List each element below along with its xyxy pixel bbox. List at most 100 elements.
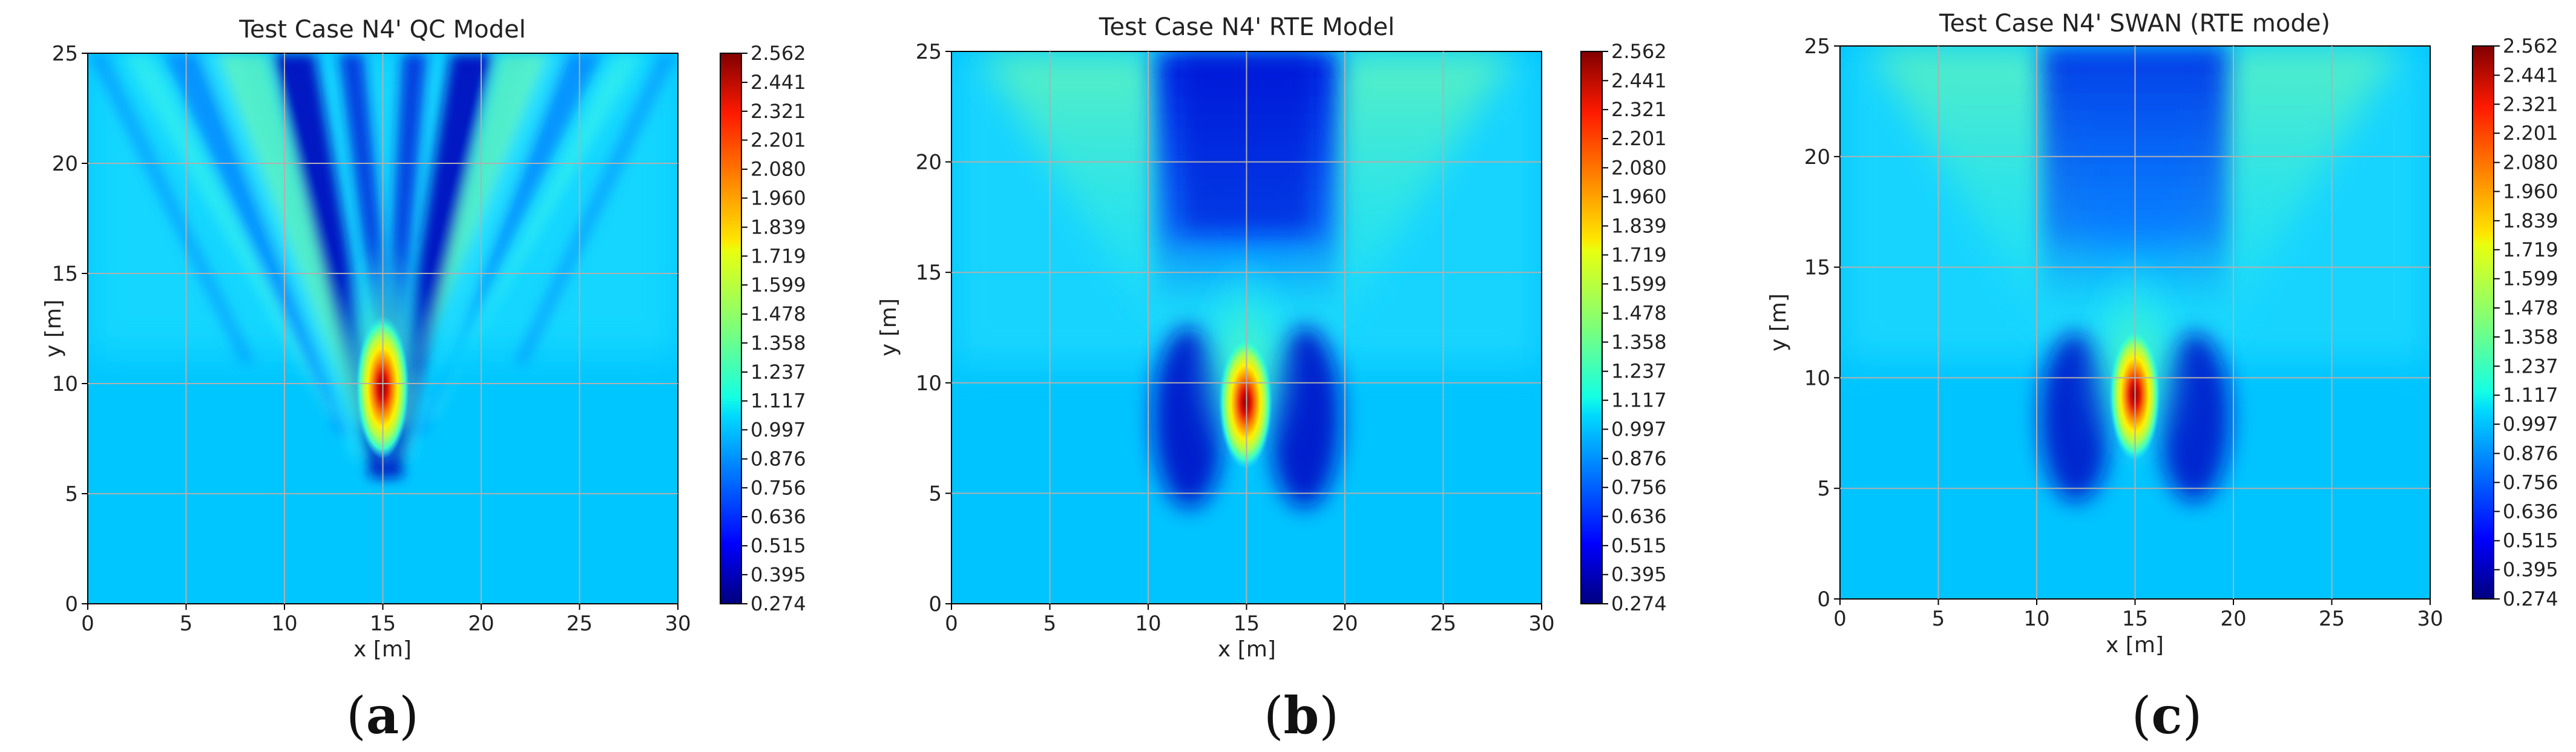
colorbar-tick-label: 0.395: [2503, 558, 2558, 581]
colorbar-tick-label: 1.117: [751, 390, 806, 413]
x-tick-label: 5: [180, 612, 193, 636]
colorbar-tick-label: 0.515: [1611, 534, 1667, 557]
grid: [88, 53, 678, 604]
colorbar-tick-label: 0.515: [751, 534, 806, 557]
colorbar-tick-label: 0.756: [1611, 476, 1667, 499]
colorbar-ticks: 2.562 2.441 2.321 2.201 2.080 1.960 1.839 1.719…: [1602, 40, 1667, 615]
colorbar-tick-label: 1.719: [751, 244, 806, 267]
colorbar-tick-label: 0.997: [751, 418, 806, 441]
colorbar-tick-label: 1.599: [751, 273, 806, 296]
y-tick-label: 10: [1804, 366, 1830, 390]
colorbar-tick-label: 2.201: [751, 129, 806, 152]
y-tick-label: 20: [52, 152, 78, 176]
colorbar-tick-label: 1.599: [2503, 267, 2558, 290]
y-tick-label: 5: [928, 482, 942, 506]
colorbar-ticks: 2.562 2.441 2.321 2.201 2.080 1.960 1.839 1.719…: [2494, 34, 2558, 610]
colorbar-tick-label: 1.839: [2503, 209, 2558, 232]
y-tick-label: 5: [65, 482, 78, 506]
colorbar-tick-label: 1.839: [751, 216, 806, 239]
colorbar-tick-label: 1.358: [751, 332, 806, 355]
x-tick-label: 20: [1332, 612, 1358, 636]
colorbar-tick-label: 0.274: [751, 592, 806, 615]
panel-caption: (c): [2132, 685, 2203, 745]
colorbar-tick-label: 2.080: [2503, 151, 2558, 174]
x-ticks: 0 5 10 15 20 25 30: [1833, 599, 2443, 631]
y-tick-label: 15: [1804, 256, 1830, 280]
grid: [951, 51, 1542, 604]
x-axis-label: x [m]: [353, 637, 412, 662]
chart-title: Test Case N4' RTE Model: [1099, 13, 1395, 41]
colorbar-tick-label: 1.358: [1611, 330, 1667, 353]
x-ticks: 0 5 10 15 20 25 30: [945, 604, 1555, 636]
colorbar-tick-label: 0.876: [751, 448, 806, 471]
y-tick-label: 15: [52, 262, 78, 286]
colorbar-tick-label: 0.274: [2503, 587, 2558, 610]
colorbar-tick-label: 1.599: [1611, 272, 1667, 295]
colorbar-tick-label: 0.756: [2503, 471, 2558, 494]
y-tick-label: 20: [1804, 145, 1830, 169]
x-tick-label: 0: [81, 612, 94, 636]
y-ticks: 0 5 10 15 20 25: [52, 42, 88, 616]
colorbar: [1580, 51, 1603, 604]
colorbar-tick-label: 1.237: [751, 361, 806, 384]
x-tick-label: 15: [370, 612, 396, 636]
x-axis-label: x [m]: [1218, 637, 1276, 662]
x-axis-label: x [m]: [2106, 633, 2164, 658]
y-ticks: 0 5 10 15 20 25: [916, 40, 951, 616]
colorbar-tick-label: 2.441: [2503, 64, 2558, 87]
colorbar-tick-label: 2.321: [751, 100, 806, 123]
colorbar: [720, 53, 742, 604]
x-tick-label: 25: [1430, 612, 1456, 636]
y-tick-label: 0: [65, 592, 78, 616]
x-ticks: 0 5 10 15 20 25 30: [81, 604, 691, 636]
x-tick-label: 25: [567, 612, 593, 636]
colorbar-tick-label: 0.876: [2503, 442, 2558, 465]
y-axis-label: y [m]: [41, 299, 66, 358]
colorbar-tick-label: 1.960: [1611, 185, 1667, 208]
colorbar-tick-label: 2.562: [751, 42, 806, 65]
y-tick-label: 25: [916, 40, 942, 64]
panel-a: 0 5 10 15 20 25 30 0 5 10 15 20 25 Test Case N4' QC…: [41, 16, 806, 745]
x-tick-label: 20: [468, 612, 494, 636]
colorbar-tick-label: 1.478: [751, 302, 806, 325]
x-tick-label: 10: [1135, 612, 1161, 636]
y-tick-label: 10: [52, 372, 78, 396]
x-tick-label: 30: [2417, 607, 2443, 631]
colorbar-tick-label: 1.719: [2503, 238, 2558, 261]
x-tick-label: 0: [1833, 607, 1847, 631]
colorbar-tick-label: 1.478: [2503, 296, 2558, 319]
y-axis-label: y [m]: [876, 298, 901, 356]
colorbar-tick-label: 1.117: [1611, 389, 1667, 412]
y-tick-label: 25: [1804, 34, 1830, 59]
x-tick-label: 15: [1234, 612, 1260, 636]
colorbar-tick-label: 2.321: [2503, 93, 2558, 116]
colorbar-tick-label: 2.562: [2503, 34, 2558, 57]
y-axis-label: y [m]: [1766, 293, 1791, 351]
y-ticks: 0 5 10 15 20 25: [1804, 34, 1840, 612]
y-tick-label: 0: [1817, 587, 1830, 612]
x-tick-label: 20: [2220, 607, 2246, 631]
x-tick-label: 10: [271, 612, 297, 636]
grid: [1840, 46, 2430, 599]
colorbar-tick-label: 1.237: [2503, 355, 2558, 378]
colorbar-tick-label: 2.562: [1611, 40, 1667, 63]
y-tick-label: 25: [52, 42, 78, 66]
colorbar-tick-label: 2.201: [1611, 127, 1667, 150]
colorbar-tick-label: 0.636: [2503, 500, 2558, 523]
x-tick-label: 5: [1043, 612, 1057, 636]
colorbar-tick-label: 1.960: [751, 186, 806, 209]
colorbar-tick-label: 0.997: [2503, 413, 2558, 436]
colorbar-tick-label: 1.839: [1611, 215, 1667, 238]
x-tick-label: 0: [945, 612, 958, 636]
y-tick-label: 10: [916, 371, 942, 396]
x-tick-label: 10: [2023, 607, 2049, 631]
colorbar: [2472, 45, 2494, 600]
colorbar-tick-label: 1.719: [1611, 243, 1667, 266]
colorbar-tick-label: 2.080: [1611, 156, 1667, 179]
colorbar-tick-label: 0.515: [2503, 529, 2558, 552]
colorbar-tick-label: 2.080: [751, 158, 806, 181]
colorbar-tick-label: 1.960: [2503, 180, 2558, 203]
x-tick-label: 30: [665, 612, 691, 636]
colorbar-tick-label: 0.395: [1611, 563, 1667, 586]
panel-caption: (a): [346, 685, 419, 745]
